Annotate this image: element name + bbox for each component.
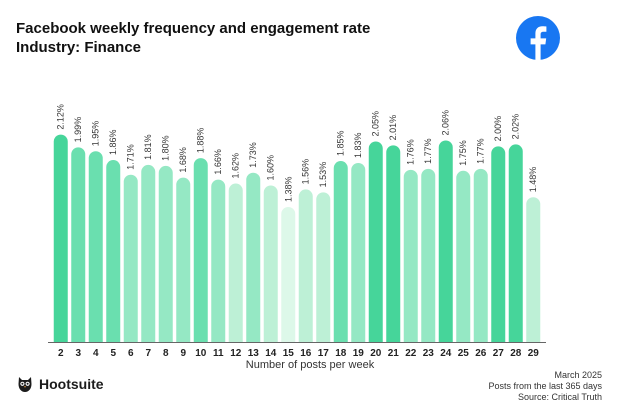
footer-notes: March 2025 Posts from the last 365 days … bbox=[488, 370, 602, 403]
value-label-13: 1.73% bbox=[248, 142, 258, 168]
value-label-5: 1.86% bbox=[108, 130, 118, 156]
value-label-22: 1.76% bbox=[406, 139, 416, 165]
value-label-11: 1.66% bbox=[213, 149, 223, 175]
bar-8 bbox=[158, 165, 173, 342]
x-tick-label-28: 28 bbox=[510, 348, 522, 359]
bar-29 bbox=[526, 197, 541, 342]
x-tick-label-16: 16 bbox=[300, 348, 312, 359]
x-tick-label-15: 15 bbox=[283, 348, 295, 359]
x-tick-label-5: 5 bbox=[110, 348, 116, 359]
x-tick-label-6: 6 bbox=[128, 348, 134, 359]
value-label-23: 1.77% bbox=[423, 138, 433, 164]
x-tick-label-12: 12 bbox=[230, 348, 242, 359]
bar-2 bbox=[53, 134, 68, 342]
value-label-15: 1.38% bbox=[283, 176, 293, 202]
bar-26 bbox=[473, 168, 488, 342]
value-label-26: 1.77% bbox=[476, 138, 486, 164]
bar-chart: 2.12% 2 1.99% 3 1.95% 4 1.86% 5 1.71% 6 1.81% 7 1.80… bbox=[48, 104, 546, 359]
bar-13 bbox=[246, 172, 261, 342]
bar-14 bbox=[263, 185, 278, 342]
hootsuite-wordmark: Hootsuite bbox=[39, 376, 104, 392]
value-label-7: 1.81% bbox=[143, 134, 153, 160]
value-label-25: 1.75% bbox=[458, 140, 468, 166]
bar-22 bbox=[403, 169, 418, 342]
hootsuite-brand: Hootsuite bbox=[16, 375, 104, 393]
bar-28 bbox=[508, 144, 523, 342]
bar-11 bbox=[211, 179, 226, 342]
bar-24 bbox=[438, 140, 453, 342]
value-label-2: 2.12% bbox=[56, 104, 66, 130]
bar-7 bbox=[141, 164, 156, 342]
value-label-12: 1.62% bbox=[231, 153, 241, 179]
hootsuite-owl-icon bbox=[18, 377, 32, 392]
bar-4 bbox=[88, 151, 103, 342]
bar-6 bbox=[123, 174, 138, 342]
x-tick-label-10: 10 bbox=[195, 348, 207, 359]
value-label-10: 1.88% bbox=[196, 128, 206, 154]
x-tick-label-18: 18 bbox=[335, 348, 347, 359]
value-label-17: 1.53% bbox=[318, 162, 328, 188]
x-tick-label-21: 21 bbox=[388, 348, 400, 359]
bar-5 bbox=[106, 160, 121, 342]
bar-27 bbox=[491, 146, 506, 342]
bar-23 bbox=[421, 168, 436, 342]
x-tick-label-14: 14 bbox=[265, 348, 277, 359]
value-label-18: 1.85% bbox=[336, 130, 346, 156]
value-label-4: 1.95% bbox=[91, 121, 101, 147]
bar-25 bbox=[456, 170, 471, 342]
x-tick-label-22: 22 bbox=[405, 348, 417, 359]
x-tick-label-26: 26 bbox=[475, 348, 487, 359]
bar-16 bbox=[298, 189, 313, 342]
value-label-28: 2.02% bbox=[511, 114, 521, 140]
x-tick-label-8: 8 bbox=[163, 348, 169, 359]
value-label-19: 1.83% bbox=[353, 132, 363, 158]
x-tick-label-7: 7 bbox=[145, 348, 151, 359]
chart-subtitle: Industry: Finance bbox=[16, 39, 142, 56]
bar-15 bbox=[281, 207, 296, 342]
x-tick-label-29: 29 bbox=[528, 348, 540, 359]
bar-19 bbox=[351, 162, 366, 342]
bar-17 bbox=[316, 192, 331, 342]
facebook-logo-icon bbox=[516, 16, 560, 60]
bar-3 bbox=[71, 147, 86, 342]
x-tick-label-25: 25 bbox=[458, 348, 470, 359]
bar-21 bbox=[386, 145, 401, 342]
bar-20 bbox=[368, 141, 383, 342]
chart-title: Facebook weekly frequency and engagement… bbox=[16, 20, 371, 37]
bar-9 bbox=[176, 177, 191, 342]
value-label-20: 2.05% bbox=[371, 111, 381, 137]
footer-date: March 2025 bbox=[554, 370, 602, 380]
bar-10 bbox=[193, 158, 208, 342]
x-tick-label-27: 27 bbox=[493, 348, 505, 359]
x-tick-label-24: 24 bbox=[440, 348, 452, 359]
footer-source: Source: Critical Truth bbox=[517, 392, 602, 402]
bar-18 bbox=[333, 161, 348, 342]
x-tick-label-3: 3 bbox=[75, 348, 81, 359]
value-label-6: 1.71% bbox=[126, 144, 136, 170]
value-label-3: 1.99% bbox=[73, 117, 83, 143]
x-tick-label-2: 2 bbox=[58, 348, 64, 359]
bar-12 bbox=[228, 183, 243, 342]
x-axis-label: Number of posts per week bbox=[245, 359, 375, 371]
value-label-9: 1.68% bbox=[178, 147, 188, 173]
x-tick-label-11: 11 bbox=[213, 348, 224, 359]
footer-note: Posts from the last 365 days bbox=[488, 381, 602, 391]
value-label-8: 1.80% bbox=[161, 135, 171, 161]
x-tick-label-9: 9 bbox=[180, 348, 186, 359]
x-tick-label-4: 4 bbox=[93, 348, 99, 359]
value-label-29: 1.48% bbox=[528, 167, 538, 193]
x-tick-label-20: 20 bbox=[370, 348, 382, 359]
x-tick-label-17: 17 bbox=[318, 348, 330, 359]
value-label-16: 1.56% bbox=[301, 159, 311, 185]
value-label-24: 2.06% bbox=[441, 110, 451, 136]
value-label-21: 2.01% bbox=[388, 115, 398, 141]
value-label-14: 1.60% bbox=[266, 155, 276, 181]
value-label-27: 2.00% bbox=[493, 116, 503, 142]
x-tick-label-23: 23 bbox=[423, 348, 435, 359]
x-tick-label-19: 19 bbox=[353, 348, 365, 359]
x-tick-label-13: 13 bbox=[248, 348, 260, 359]
